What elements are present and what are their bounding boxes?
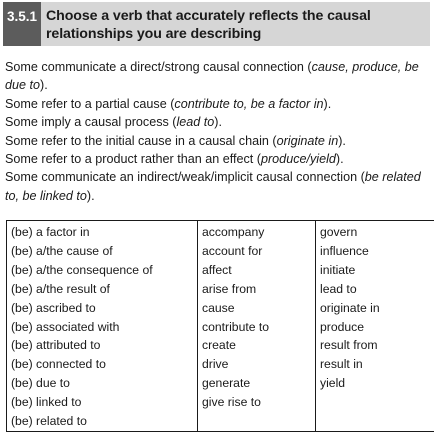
verb-item: (be) a/the cause of: [11, 243, 113, 258]
verb-item: affect: [202, 262, 232, 277]
verb-item: produce: [320, 319, 365, 334]
verb-item: contribute to: [202, 319, 270, 334]
verb-item: (be) connected to: [11, 357, 106, 372]
intro-text: Some refer to the initial cause in a cau…: [5, 133, 277, 148]
intro-examples: contribute to, be a factor in: [174, 96, 324, 111]
intro-sentence: Some refer to a partial cause (contribut…: [5, 95, 430, 113]
section-title: Choose a verb that accurately reflects t…: [41, 2, 371, 46]
verb-item: govern: [320, 225, 358, 239]
verb-item: give rise to: [202, 395, 261, 410]
verb-item: originate in: [320, 300, 380, 315]
verb-item: (be) due to: [11, 376, 70, 391]
intro-examples: produce/yield: [260, 152, 336, 167]
verb-item: (be) linked to: [11, 395, 82, 410]
intro-sentence: Some imply a causal process (lead to).: [5, 113, 430, 131]
verb-item: create: [202, 338, 236, 353]
section-header: 3.5.1 Choose a verb that accurately refl…: [3, 2, 430, 46]
intro-sentence: Some communicate an indirect/weak/implic…: [5, 168, 430, 205]
intro-text: ).: [323, 96, 332, 111]
intro-text: ).: [335, 152, 344, 167]
verb-column-g-to-y: govern influence initiate lead to origin…: [315, 220, 434, 432]
intro-text: Some communicate a direct/strong causal …: [5, 60, 312, 74]
verb-item: (be) associated with: [11, 319, 120, 334]
intro-sentence: Some refer to a product rather than an e…: [5, 150, 430, 168]
section-title-line-1: Choose a verb that accurately reflects t…: [46, 8, 371, 24]
verb-item: (be) a factor in: [11, 225, 90, 239]
verb-item: result in: [320, 357, 363, 372]
intro-examples: cause, produce, be due to: [5, 60, 419, 93]
intro-text: Some refer to a partial cause (: [5, 96, 175, 111]
intro-text: ).: [40, 78, 48, 93]
verb-item: initiate: [320, 262, 356, 277]
verb-item: cause: [202, 300, 235, 315]
verb-table: (be) a factor in (be) a/the cause of (be…: [6, 220, 434, 432]
verb-item: drive: [202, 357, 229, 372]
verb-item: lead to: [320, 281, 357, 296]
verb-item: result from: [320, 338, 378, 353]
verb-column-a-to-g: accompany account for affect arise from …: [197, 220, 316, 432]
intro-examples: originate in: [276, 133, 339, 148]
intro-text: ).: [86, 188, 95, 203]
intro-paragraphs: Some communicate a direct/strong causal …: [5, 58, 430, 205]
verb-item: account for: [202, 243, 263, 258]
verb-item: (be) a/the result of: [11, 281, 110, 296]
intro-text: ).: [214, 115, 222, 130]
verb-item: (be) a/the consequence of: [11, 262, 153, 277]
table-row: (be) a factor in (be) a/the cause of (be…: [6, 220, 434, 432]
section-number: 3.5.1: [3, 2, 41, 46]
intro-text: Some imply a causal process (: [5, 115, 177, 130]
intro-text: Some communicate an indirect/weak/implic…: [5, 170, 365, 185]
verb-item: influence: [320, 243, 369, 258]
verb-item: (be) attributed to: [11, 338, 101, 353]
intro-text: Some refer to a product rather than an e…: [5, 152, 261, 167]
verb-item: arise from: [202, 281, 257, 296]
verb-item: (be) related to: [11, 414, 87, 429]
intro-sentence: Some refer to the initial cause in a cau…: [5, 132, 430, 150]
intro-sentence: Some communicate a direct/strong causal …: [5, 58, 430, 95]
verb-item: yield: [320, 376, 346, 391]
section-title-line-2: relationships you are describing: [46, 26, 262, 42]
verb-column-be-phrases: (be) a factor in (be) a/the cause of (be…: [6, 220, 198, 432]
verb-item: accompany: [202, 225, 265, 239]
intro-examples: lead to: [176, 115, 215, 130]
verb-item: (be) ascribed to: [11, 300, 96, 315]
intro-examples: be related to, be linked to: [5, 170, 421, 203]
verb-item: generate: [202, 376, 251, 391]
intro-text: ).: [338, 133, 346, 148]
